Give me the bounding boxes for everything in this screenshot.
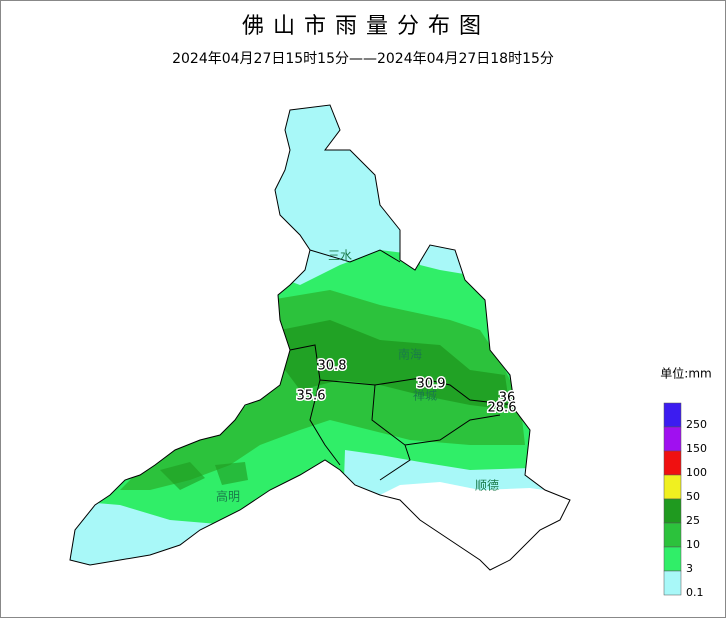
title: 佛山市雨量分布图 — [242, 14, 490, 39]
station-value: 30.9 — [417, 377, 446, 392]
legend-swatch — [663, 522, 682, 548]
legend-swatch — [663, 450, 682, 476]
legend-label: 100 — [686, 466, 707, 479]
legend-label: 50 — [686, 490, 700, 503]
station-value: 35.6 — [297, 389, 326, 404]
district-label: 禅城 — [413, 389, 437, 403]
legend-swatch — [663, 546, 682, 572]
legend-label: 25 — [686, 514, 700, 527]
subtitle: 2024年04月27日15时15分——2024年04月27日18时15分 — [172, 51, 554, 67]
legend-swatch — [663, 498, 682, 524]
legend-swatch — [663, 426, 682, 452]
legend-label: 3 — [686, 562, 693, 575]
district-label: 高明 — [216, 489, 240, 504]
station-value: 30.8 — [318, 359, 347, 374]
district-borders — [289, 249, 516, 481]
legend-label: 10 — [686, 538, 700, 551]
legend-label: 0.1 — [686, 586, 704, 599]
district-label: 南海 — [398, 347, 422, 362]
legend-label: 150 — [686, 442, 707, 455]
district-label: 三水 — [328, 249, 352, 263]
station-value: 28.6 — [488, 401, 517, 416]
station-value: 36 — [499, 391, 516, 406]
legend-unit: 单位:mm — [660, 366, 711, 381]
legend-swatch — [663, 402, 682, 428]
district-label: 顺德 — [475, 478, 499, 493]
legend-swatch — [663, 570, 682, 596]
legend-swatch — [663, 474, 682, 500]
legend-label: 250 — [686, 418, 707, 431]
